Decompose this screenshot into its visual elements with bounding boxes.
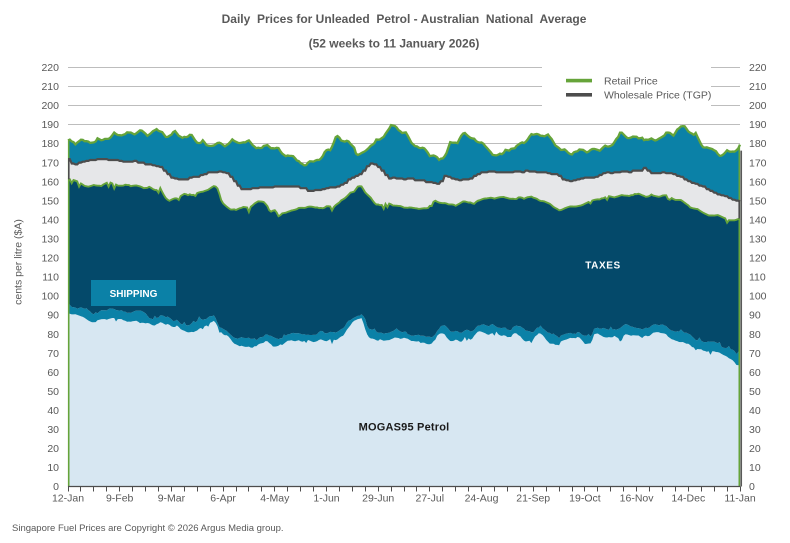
svg-text:200: 200 bbox=[749, 100, 767, 112]
svg-text:TAXES: TAXES bbox=[585, 261, 621, 272]
svg-text:6-Apr: 6-Apr bbox=[210, 493, 236, 505]
svg-text:14-Dec: 14-Dec bbox=[671, 493, 705, 505]
svg-text:100: 100 bbox=[749, 291, 767, 303]
svg-text:Singapore Fuel Prices are Copy: Singapore Fuel Prices are Copyright © 20… bbox=[12, 523, 284, 534]
svg-text:19-Oct: 19-Oct bbox=[569, 493, 601, 505]
svg-text:30: 30 bbox=[47, 424, 59, 436]
svg-text:9-Feb: 9-Feb bbox=[106, 493, 134, 505]
svg-text:60: 60 bbox=[749, 367, 761, 379]
svg-text:160: 160 bbox=[749, 176, 767, 188]
svg-text:180: 180 bbox=[41, 138, 59, 150]
svg-text:50: 50 bbox=[749, 386, 761, 398]
svg-text:Wholesale Price (TGP): Wholesale Price (TGP) bbox=[604, 90, 711, 102]
svg-text:210: 210 bbox=[749, 81, 767, 93]
svg-text:1-Jun: 1-Jun bbox=[313, 493, 339, 505]
svg-text:21-Sep: 21-Sep bbox=[516, 493, 550, 505]
svg-text:200: 200 bbox=[41, 100, 59, 112]
svg-text:0: 0 bbox=[53, 481, 59, 493]
svg-text:70: 70 bbox=[749, 348, 761, 360]
svg-text:30: 30 bbox=[749, 424, 761, 436]
svg-text:100: 100 bbox=[41, 291, 59, 303]
svg-text:90: 90 bbox=[749, 310, 761, 322]
svg-text:cents per litre ($A): cents per litre ($A) bbox=[13, 219, 25, 305]
svg-text:40: 40 bbox=[749, 405, 761, 417]
svg-text:27-Jul: 27-Jul bbox=[415, 493, 444, 505]
svg-text:130: 130 bbox=[41, 234, 59, 246]
svg-text:220: 220 bbox=[41, 62, 59, 74]
svg-text:16-Nov: 16-Nov bbox=[620, 493, 655, 505]
svg-text:0: 0 bbox=[749, 481, 755, 493]
svg-text:150: 150 bbox=[41, 195, 59, 207]
svg-text:150: 150 bbox=[749, 195, 767, 207]
svg-text:Daily Prices for Unleaded Pe: Daily Prices for Unleaded Petrol - Austr… bbox=[222, 12, 587, 26]
svg-text:11-Jan: 11-Jan bbox=[724, 493, 755, 505]
svg-text:110: 110 bbox=[749, 272, 766, 284]
svg-text:190: 190 bbox=[749, 119, 767, 131]
svg-text:4-May: 4-May bbox=[260, 493, 290, 505]
svg-text:20: 20 bbox=[749, 443, 761, 455]
svg-text:40: 40 bbox=[47, 405, 59, 417]
svg-text:MOGAS95 Petrol: MOGAS95 Petrol bbox=[359, 422, 450, 434]
svg-text:24-Aug: 24-Aug bbox=[465, 493, 499, 505]
svg-text:SHIPPING: SHIPPING bbox=[110, 289, 158, 300]
svg-text:9-Mar: 9-Mar bbox=[158, 493, 186, 505]
svg-text:130: 130 bbox=[749, 234, 767, 246]
svg-text:120: 120 bbox=[749, 253, 767, 265]
svg-text:170: 170 bbox=[41, 157, 59, 169]
svg-text:Retail Price: Retail Price bbox=[604, 76, 658, 88]
svg-text:29-Jun: 29-Jun bbox=[362, 493, 394, 505]
svg-text:140: 140 bbox=[41, 214, 59, 226]
svg-text:220: 220 bbox=[749, 62, 767, 74]
svg-text:170: 170 bbox=[749, 157, 767, 169]
svg-text:10: 10 bbox=[47, 462, 59, 474]
svg-text:10: 10 bbox=[749, 462, 761, 474]
svg-text:70: 70 bbox=[47, 348, 59, 360]
svg-text:140: 140 bbox=[749, 214, 767, 226]
svg-text:110: 110 bbox=[42, 272, 59, 284]
svg-text:60: 60 bbox=[47, 367, 59, 379]
svg-text:80: 80 bbox=[47, 329, 59, 341]
svg-text:20: 20 bbox=[47, 443, 59, 455]
svg-text:180: 180 bbox=[749, 138, 767, 150]
svg-text:160: 160 bbox=[41, 176, 59, 188]
svg-text:(52 weeks to 11 January 2026): (52 weeks to 11 January 2026) bbox=[309, 37, 480, 51]
svg-text:210: 210 bbox=[41, 81, 59, 93]
svg-text:80: 80 bbox=[749, 329, 761, 341]
svg-text:50: 50 bbox=[47, 386, 59, 398]
svg-text:190: 190 bbox=[41, 119, 59, 131]
svg-text:120: 120 bbox=[41, 253, 59, 265]
svg-text:90: 90 bbox=[47, 310, 59, 322]
svg-text:12-Jan: 12-Jan bbox=[52, 493, 84, 505]
